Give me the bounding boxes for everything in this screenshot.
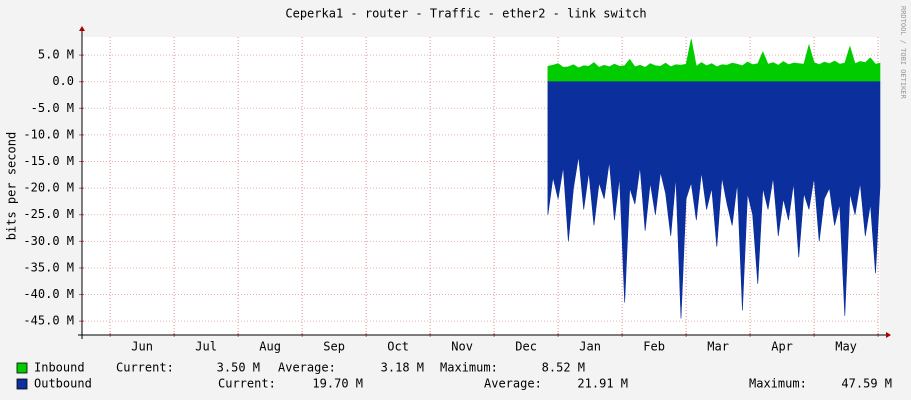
y-tick-label: -15.0 M [23,154,74,168]
y-tick-label: 0.0 [52,74,74,88]
x-tick-label: Jun [131,340,153,354]
x-tick-label: Feb [643,340,665,354]
area [547,81,881,319]
stat-label: Current: [218,377,276,391]
grid [82,37,880,335]
stat-value: 3.18 M [381,361,424,375]
x-tick-label: Nov [451,340,473,354]
axis-arrow [79,26,85,31]
legend-label: Inbound [34,361,85,375]
stat-value: 3.50 M [217,361,260,375]
legend-swatch [16,362,28,374]
stat-label: Current: [116,361,174,375]
y-tick-label: -10.0 M [23,127,74,141]
y-tick-label: 5.0 M [38,48,74,62]
y-tick-label: -30.0 M [23,234,74,248]
x-tick-label: Jan [579,340,601,354]
x-tick-label: Sep [323,340,345,354]
x-tick-label: May [835,340,857,354]
y-tick-label: -5.0 M [31,101,74,115]
x-tick-label: Jul [195,340,217,354]
chart-title: Ceperka1 - router - Traffic - ether2 - l… [285,7,646,21]
marks [547,39,881,319]
stat-value: 21.91 M [577,377,628,391]
stat-label: Average: [278,361,336,375]
axis-arrow [886,332,891,338]
x-tick-label: Aug [259,340,281,354]
stat-value: 19.70 M [312,377,363,391]
credit: RRDTOOL / TOBI OETIKER [899,6,907,100]
x-tick-label: Apr [771,340,793,354]
stat-label: Maximum: [440,361,498,375]
legend-label: Outbound [34,377,92,391]
stat-label: Average: [484,377,542,391]
area [547,39,881,82]
x-tick-label: Mar [707,340,729,354]
x-tick-label: Oct [387,340,409,354]
y-tick-label: -45.0 M [23,314,74,328]
y-tick-label: -25.0 M [23,207,74,221]
legend-swatch [16,378,28,390]
y-axis-label: bits per second [5,132,19,240]
stat-value: 8.52 M [542,361,585,375]
y-tick-label: -20.0 M [23,181,74,195]
stat-value: 47.59 M [841,377,892,391]
axes: 5.0 M 0.0 -5.0 M -10.0 M -15.0 M -20.0 M -25.0… [23,26,891,354]
y-tick-label: -40.0 M [23,287,74,301]
stat-label: Maximum: [749,377,807,391]
x-tick-label: Dec [515,340,537,354]
y-tick-label: -35.0 M [23,260,74,274]
